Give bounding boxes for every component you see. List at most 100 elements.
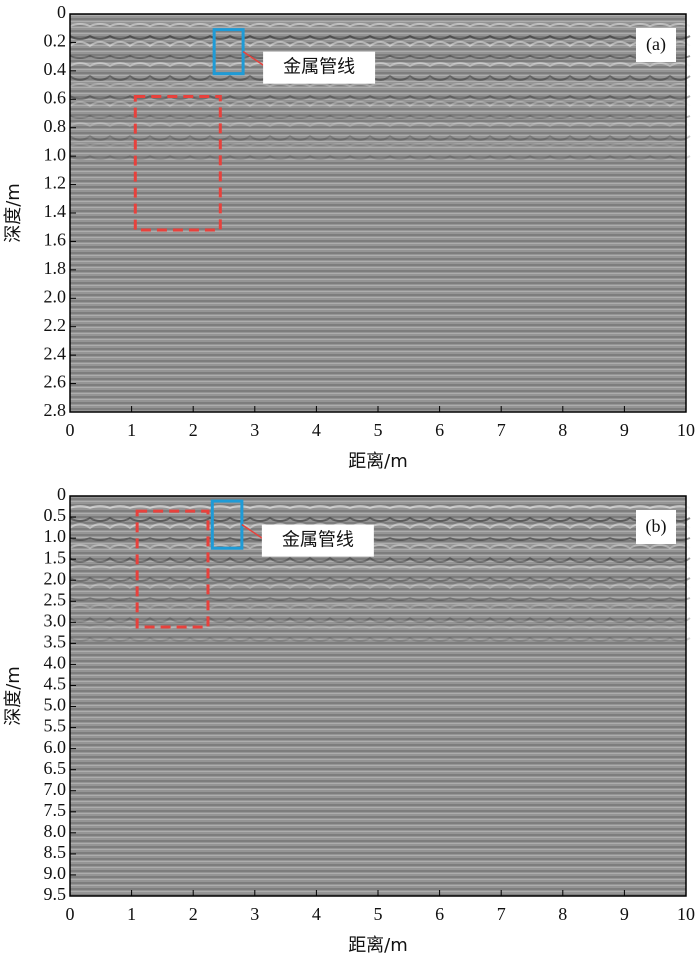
- x-tick-label: 2: [189, 904, 198, 924]
- x-tick-label: 5: [374, 904, 383, 924]
- reflection-band: [69, 134, 691, 141]
- y-tick-label: 1.2: [44, 173, 67, 193]
- radar-image: [70, 14, 686, 412]
- x-axis-label: 距离/m: [348, 935, 408, 956]
- reflection-band: [69, 83, 691, 88]
- x-tick-label: 9: [620, 904, 629, 924]
- y-tick-label: 2.6: [44, 372, 67, 392]
- x-tick-label: 4: [312, 420, 321, 440]
- y-tick-label: 1.4: [44, 201, 67, 221]
- x-tick-label: 3: [250, 420, 259, 440]
- annotation-bg: [261, 524, 374, 557]
- panel-label-bg: [636, 510, 676, 544]
- reflection-band: [69, 62, 691, 68]
- y-tick-label: 8.0: [44, 821, 67, 841]
- y-axis-label: 深度/m: [3, 666, 24, 726]
- annotation: 金属管线: [282, 530, 354, 551]
- reflection-band: [69, 596, 691, 601]
- y-tick-label: 0.2: [44, 31, 67, 51]
- x-tick-label: 7: [497, 420, 506, 440]
- reflection-band: [69, 122, 691, 128]
- reflection-band: [69, 34, 691, 40]
- y-tick-label: 9.5: [44, 884, 67, 904]
- x-tick-label: 10: [677, 420, 695, 440]
- y-tick-label: 5.0: [44, 695, 67, 715]
- y-tick-label: 0.8: [44, 116, 67, 136]
- reflection-band: [69, 41, 691, 48]
- y-tick-label: 2.8: [44, 400, 67, 420]
- y-tick-label: 1.6: [44, 230, 67, 250]
- x-tick-label: 4: [312, 904, 321, 924]
- x-tick-label: 0: [66, 420, 75, 440]
- y-tick-label: 7.0: [44, 779, 67, 799]
- panel-label-bg: [636, 28, 676, 62]
- x-tick-label: 3: [250, 904, 259, 924]
- region-box: [133, 94, 222, 232]
- y-tick-label: 1.0: [44, 144, 67, 164]
- x-tick-label: 1: [127, 904, 136, 924]
- reflection-band: [69, 556, 691, 563]
- y-tick-label: 1.8: [44, 258, 67, 278]
- x-tick-label: 8: [558, 904, 567, 924]
- region-box: [135, 509, 210, 629]
- annotation: 金属管线: [283, 57, 355, 78]
- y-tick-label: 9.0: [44, 863, 67, 883]
- x-tick-label: 2: [189, 420, 198, 440]
- reflection-band: [69, 536, 691, 541]
- reflection-band: [69, 576, 691, 582]
- reflection-band: [69, 523, 691, 530]
- y-tick-label: 5.5: [44, 716, 67, 736]
- y-tick-label: 3.0: [44, 610, 67, 630]
- y-tick-label: 1.0: [44, 526, 67, 546]
- reflection-band: [69, 505, 691, 510]
- panel-label: (b): [646, 516, 667, 537]
- y-tick-label: 8.5: [44, 842, 67, 862]
- y-tick-label: 2.0: [44, 286, 67, 306]
- reflection-band: [69, 565, 691, 570]
- reflection-band: [69, 54, 691, 59]
- reflection-band: [69, 101, 691, 108]
- x-tick-label: 9: [620, 420, 629, 440]
- y-tick-label: 0.5: [44, 505, 67, 525]
- x-axis-label: 距离/m: [348, 451, 408, 472]
- reflection-band: [69, 516, 691, 522]
- y-tick-label: 2.0: [44, 568, 67, 588]
- y-tick-label: 1.5: [44, 547, 67, 567]
- reflection-band: [69, 23, 691, 28]
- y-tick-label: 0: [57, 2, 66, 22]
- y-tick-label: 6.0: [44, 737, 67, 757]
- y-tick-label: 3.5: [44, 631, 67, 651]
- y-tick-label: 0.4: [44, 59, 67, 79]
- reflection-band: [69, 154, 691, 160]
- reflection-band: [69, 143, 691, 148]
- radar-image: [70, 496, 686, 896]
- y-tick-label: 0.6: [44, 87, 67, 107]
- x-tick-label: 7: [497, 904, 506, 924]
- panel-label: (a): [646, 34, 666, 55]
- x-tick-label: 8: [558, 420, 567, 440]
- annotation-bg: [263, 51, 376, 84]
- y-tick-label: 2.5: [44, 589, 67, 609]
- reflection-band: [69, 616, 691, 623]
- y-tick-label: 6.5: [44, 758, 67, 778]
- reflection-band: [69, 114, 691, 119]
- x-tick-label: 1: [127, 420, 136, 440]
- y-tick-label: 0: [57, 484, 66, 504]
- y-tick-label: 7.5: [44, 800, 67, 820]
- reflection-band: [69, 604, 691, 610]
- reflections: [69, 505, 691, 642]
- reflection-band: [69, 583, 691, 590]
- reflection-band: [69, 544, 691, 550]
- reflection-band: [69, 74, 691, 81]
- reflection-band: [69, 625, 691, 630]
- y-tick-label: 4.0: [44, 653, 67, 673]
- y-tick-label: 2.4: [44, 343, 67, 363]
- x-tick-label: 10: [677, 904, 695, 924]
- region-box: [212, 28, 245, 76]
- x-tick-label: 6: [435, 904, 444, 924]
- reflections: [69, 23, 691, 160]
- x-tick-label: 0: [66, 904, 75, 924]
- reflection-band: [69, 636, 691, 642]
- y-tick-label: 2.2: [44, 315, 67, 335]
